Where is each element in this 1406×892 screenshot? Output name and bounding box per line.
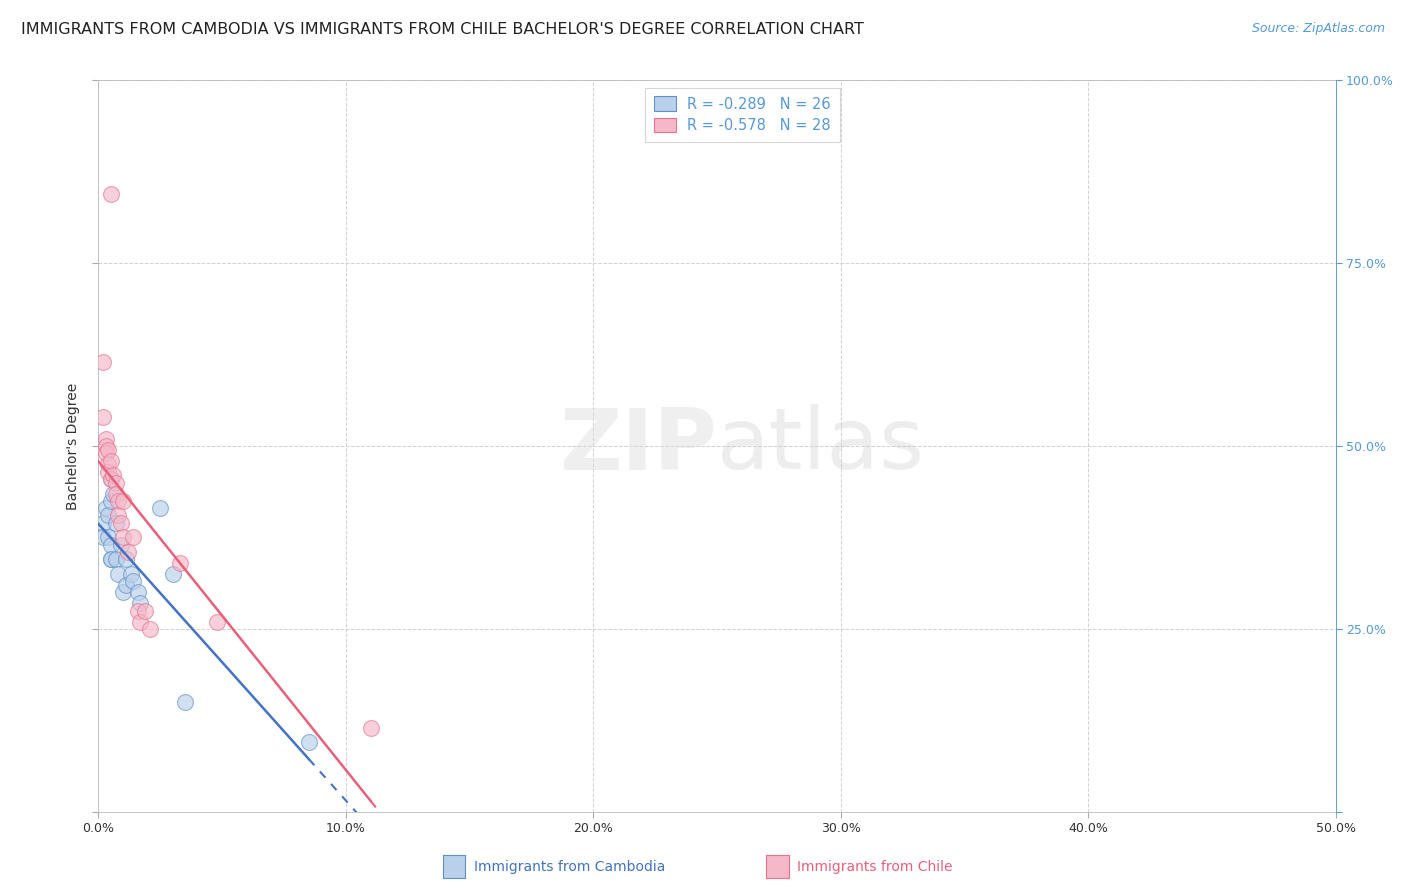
Point: [134, 603, 156, 617]
Point: [100, 186, 122, 201]
Point: [162, 567, 184, 582]
Text: Immigrants from Cambodia: Immigrants from Cambodia: [474, 860, 665, 874]
Y-axis label: Bachelor's Degree: Bachelor's Degree: [66, 383, 80, 509]
Point: [97, 530, 120, 544]
Point: [110, 516, 132, 530]
Point: [112, 530, 135, 544]
Point: [127, 585, 149, 599]
Point: [107, 567, 129, 582]
Point: [97, 458, 120, 472]
Point: [97, 442, 120, 457]
Point: [112, 494, 135, 508]
Point: [149, 501, 172, 516]
Point: [360, 721, 382, 735]
Text: ZIP: ZIP: [560, 404, 717, 488]
Point: [100, 494, 122, 508]
Point: [169, 556, 191, 570]
Point: [107, 494, 129, 508]
Point: [94, 446, 117, 460]
Text: Source: ZipAtlas.com: Source: ZipAtlas.com: [1251, 22, 1385, 36]
Point: [110, 538, 132, 552]
Text: IMMIGRANTS FROM CAMBODIA VS IMMIGRANTS FROM CHILE BACHELOR'S DEGREE CORRELATION : IMMIGRANTS FROM CAMBODIA VS IMMIGRANTS F…: [21, 22, 863, 37]
Point: [112, 585, 135, 599]
Point: [93, 409, 115, 424]
Point: [93, 355, 115, 369]
Legend: R = -0.289   N = 26, R = -0.578   N = 28: R = -0.289 N = 26, R = -0.578 N = 28: [645, 87, 839, 142]
Point: [100, 453, 122, 467]
Point: [205, 615, 228, 629]
Point: [100, 538, 122, 552]
Point: [103, 468, 125, 483]
Point: [117, 545, 139, 559]
Point: [93, 530, 115, 544]
Point: [100, 552, 122, 566]
Point: [100, 552, 122, 566]
Point: [104, 475, 127, 490]
Point: [174, 695, 197, 709]
Point: [122, 574, 145, 589]
Text: atlas: atlas: [717, 404, 925, 488]
Point: [100, 472, 122, 486]
Point: [298, 735, 321, 749]
Point: [100, 472, 122, 486]
Point: [104, 486, 127, 500]
Point: [129, 596, 152, 610]
Text: Immigrants from Chile: Immigrants from Chile: [797, 860, 953, 874]
Point: [129, 615, 152, 629]
Point: [139, 622, 162, 636]
Point: [94, 439, 117, 453]
Point: [93, 516, 115, 530]
Point: [114, 578, 136, 592]
Point: [114, 552, 136, 566]
Point: [104, 552, 127, 566]
Point: [94, 501, 117, 516]
Point: [107, 508, 129, 523]
Point: [97, 465, 120, 479]
Point: [122, 530, 145, 544]
Point: [120, 567, 142, 582]
Point: [97, 508, 120, 523]
Point: [104, 516, 127, 530]
Point: [94, 432, 117, 446]
Point: [103, 486, 125, 500]
Point: [127, 603, 149, 617]
